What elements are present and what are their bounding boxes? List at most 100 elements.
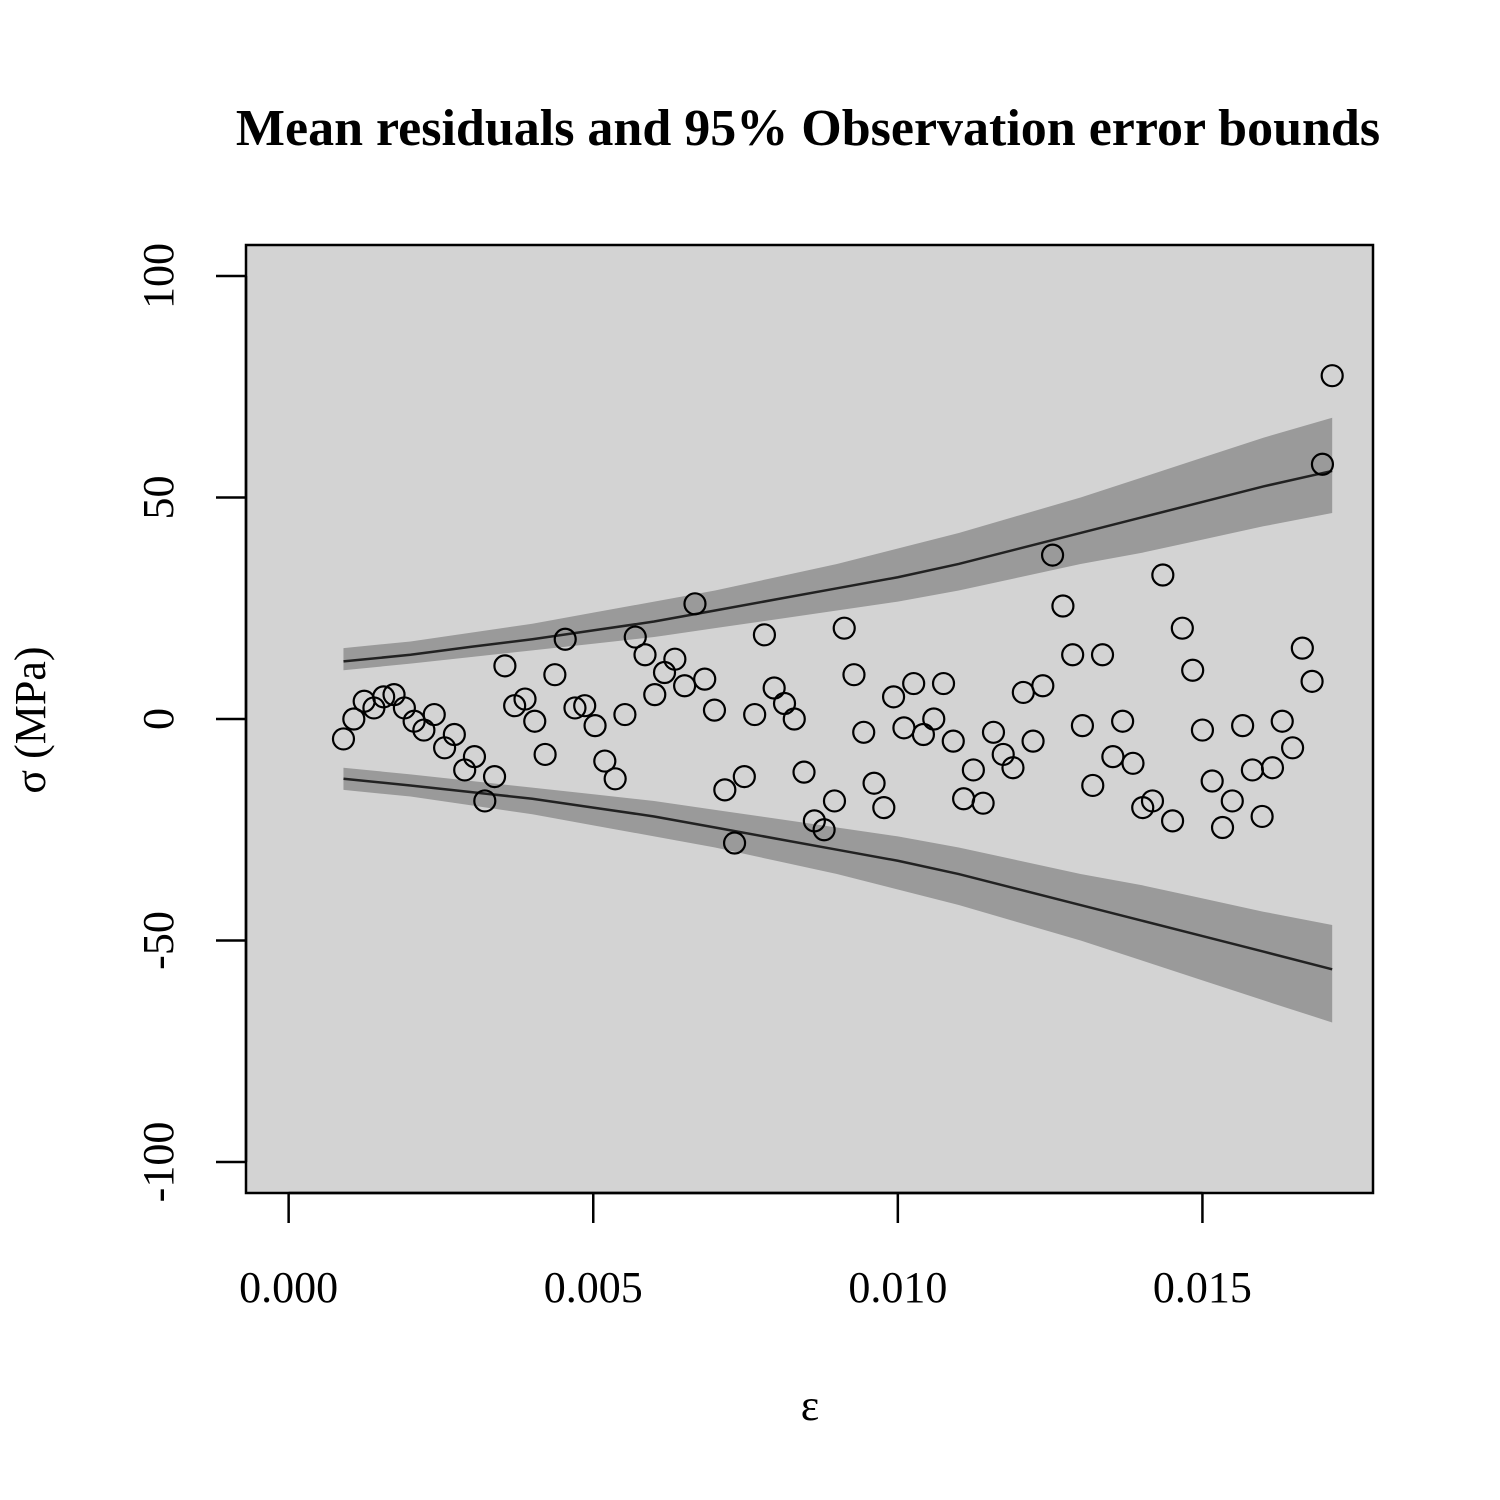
residual-point (722, 831, 747, 855)
residual-point (1290, 636, 1314, 660)
x-tick-label: 0.000 (239, 1263, 338, 1312)
plot-panel-background (246, 245, 1373, 1193)
residual-point (1210, 815, 1235, 840)
residual-point (981, 720, 1006, 744)
residual-point (1300, 669, 1324, 693)
residual-point (643, 683, 667, 707)
upper-bound-band (343, 417, 1333, 671)
residual-point (971, 791, 995, 815)
residual-point (493, 654, 517, 678)
lower-bound-band (343, 767, 1333, 1023)
residual-point (732, 764, 756, 789)
residual-point (1310, 452, 1335, 476)
residual-point (812, 818, 836, 842)
residual-point (852, 720, 876, 744)
residual-point (1081, 773, 1105, 798)
residual-point (782, 707, 806, 731)
x-axis-label: ε (801, 1381, 819, 1430)
residual-point (1031, 674, 1055, 698)
residual-point (822, 789, 847, 813)
chart-title: Mean residuals and 95% Observation error… (236, 100, 1380, 157)
residual-point (683, 592, 707, 616)
error-bands (343, 417, 1333, 1023)
y-tick-label: 50 (134, 476, 183, 520)
residual-point (1040, 543, 1065, 567)
residual-point (792, 760, 816, 784)
residual-point (442, 722, 466, 747)
residual-point (331, 727, 356, 751)
residual-points (331, 364, 1344, 855)
y-tick-label: -100 (134, 1122, 183, 1203)
bound-lines (343, 469, 1333, 971)
residual-point (1260, 756, 1285, 780)
residual-point (1190, 718, 1215, 742)
residual-point (1181, 658, 1205, 682)
x-tick-label: 0.015 (1153, 1263, 1252, 1312)
x-tick-label: 0.010 (848, 1263, 947, 1312)
residual-point (1111, 709, 1135, 733)
y-tick-label: 100 (134, 243, 183, 309)
residual-point (603, 767, 627, 791)
residual-point (513, 687, 537, 711)
residual-point (922, 707, 946, 731)
residual-point (462, 745, 487, 769)
residual-point (961, 758, 985, 782)
residual-point (633, 643, 657, 667)
residual-point (543, 663, 567, 687)
residual-point (872, 795, 896, 820)
upper-bound-line (343, 469, 1333, 663)
residual-point (1121, 751, 1145, 775)
residual-point (573, 694, 597, 718)
residual-point (372, 685, 396, 709)
y-axis: -100 -50 0 50 100 (134, 243, 248, 1203)
residual-point (1160, 809, 1185, 833)
residual-point (1061, 643, 1085, 667)
residual-point (1220, 789, 1244, 813)
residual-point (832, 616, 856, 640)
residual-point (1170, 616, 1194, 640)
residual-point (663, 647, 687, 671)
y-tick-label: -50 (134, 911, 183, 970)
residual-point (673, 674, 697, 698)
residual-point (713, 778, 737, 802)
residual-point (752, 623, 777, 647)
residual-point (702, 698, 727, 722)
residual-point (553, 627, 577, 651)
residual-point (1320, 364, 1344, 388)
residual-point (931, 671, 956, 696)
residual-point (523, 709, 547, 733)
residual-point (1001, 756, 1025, 780)
residual-point (482, 764, 507, 789)
residual-point (593, 749, 617, 773)
x-tick-label: 0.005 (544, 1263, 643, 1312)
residual-point (1021, 729, 1045, 753)
residual-point (881, 685, 906, 709)
residual-point (1200, 769, 1224, 793)
y-tick-label: 0 (134, 708, 183, 730)
residual-point (613, 702, 637, 727)
residual-point (693, 667, 717, 691)
residual-point (1231, 714, 1255, 738)
residual-point (1140, 789, 1165, 813)
residual-point (583, 714, 607, 738)
residual-point (623, 625, 647, 649)
residual-point (342, 707, 366, 731)
x-axis: 0.000 0.005 0.010 0.015 (239, 1191, 1252, 1312)
residual-point (1280, 736, 1305, 760)
residual-point (533, 742, 557, 767)
lower-bound-line (343, 777, 1333, 971)
residual-point (902, 671, 926, 696)
residual-point (1101, 745, 1125, 769)
residual-point (862, 771, 886, 795)
residual-point (563, 696, 587, 720)
residual-point (1270, 709, 1294, 733)
residual-point (1051, 594, 1075, 618)
residual-point (1250, 804, 1274, 829)
residual-point (1090, 643, 1115, 667)
y-axis-label: σ (MPa) (6, 646, 55, 793)
residual-point (743, 702, 767, 727)
residual-point (1151, 563, 1175, 587)
residual-point (842, 663, 866, 687)
residual-point (1070, 714, 1095, 738)
